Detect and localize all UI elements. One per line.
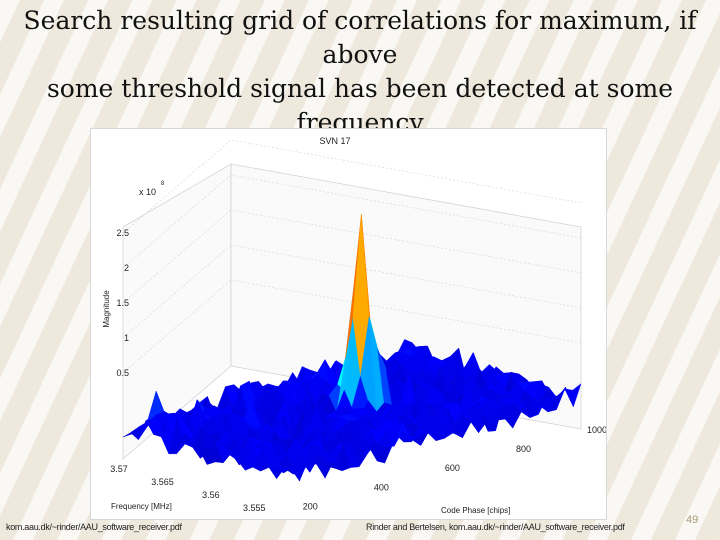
x-tick-label: 1000 (587, 425, 606, 435)
y-tick-labels: 3.555 3.56 3.565 3.57 (110, 464, 265, 513)
y-axis-label: Frequency [MHz] (111, 502, 172, 511)
z-scale-base: x 10 (139, 187, 156, 197)
surface-cell (564, 383, 582, 408)
y-tick-label: 3.565 (151, 477, 174, 487)
footer-source-right: Rinder and Bertelsen, kom.aau.dk/~rinder… (366, 522, 625, 532)
page-number: 49 (686, 514, 699, 526)
y-tick-label: 3.555 (243, 503, 266, 513)
y-tick-label: 3.57 (110, 464, 128, 474)
x-tick-label: 200 (303, 501, 318, 511)
z-axis-label: Magnitude (102, 290, 111, 328)
x-tick-label: 400 (374, 482, 389, 492)
footer-source-left: kom.aau.dk/~rinder/AAU_software_receiver… (6, 522, 182, 532)
surface-plot: SVN 17 x 10 8 0.5 1 1.5 2 2.5 3.555 3.56 3.565… (102, 136, 606, 515)
x-axis-label: Code Phase [chips] (441, 506, 510, 515)
x-tick-labels: 200 400 600 800 1000 (303, 425, 606, 511)
back-walls (122, 163, 582, 460)
z-scale-label: x 10 8 (139, 181, 165, 197)
title-line-1: Search resulting grid of correlations fo… (23, 6, 697, 69)
x-tick-label: 600 (445, 463, 460, 473)
surface-mesh (122, 214, 582, 482)
z-tick-labels: 0.5 1 1.5 2 2.5 (116, 228, 129, 378)
x-tick-label: 800 (516, 444, 531, 454)
z-tick-label: 2.5 (116, 228, 129, 238)
y-tick-label: 3.56 (202, 490, 220, 500)
surface-plot-figure: SVN 17 x 10 8 0.5 1 1.5 2 2.5 3.555 3.56 3.565… (90, 128, 607, 520)
z-tick-label: 1.5 (116, 298, 129, 308)
z-tick-label: 0.5 (116, 368, 129, 378)
z-tick-label: 2 (124, 263, 129, 273)
chart-title: SVN 17 (319, 136, 350, 146)
z-tick-label: 1 (124, 333, 129, 343)
z-scale-exponent: 8 (161, 181, 165, 187)
